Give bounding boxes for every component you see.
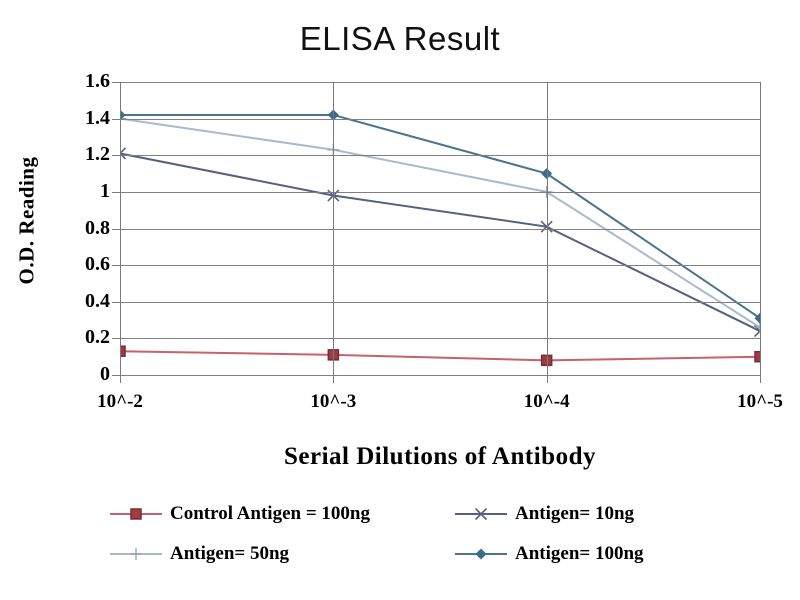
y-axis-tick-label: 0.6 — [85, 253, 110, 276]
x-axis-tick-mark — [760, 375, 761, 383]
series-line — [120, 350, 760, 362]
x-marker — [120, 147, 127, 160]
y-axis-title: O.D. Reading — [14, 156, 39, 285]
category-vertical-line — [546, 82, 548, 375]
x-axis-title: Serial Dilutions of Antibody — [284, 443, 596, 470]
series-line — [120, 113, 760, 320]
gridline — [120, 265, 760, 267]
y-axis-tick-mark — [112, 338, 120, 340]
legend-label: Antigen= 50ng — [170, 543, 290, 564]
category-vertical-line — [333, 82, 335, 375]
x-axis-tick-mark — [546, 375, 548, 383]
gridline — [120, 228, 760, 230]
legend-label: Control Antigen = 100ng — [170, 503, 370, 524]
y-axis-tick-label: 1 — [100, 179, 110, 202]
legend-label: Antigen= 100ng — [515, 543, 644, 564]
y-axis-tick-mark — [112, 265, 120, 267]
y-axis-tick-label: 0 — [100, 363, 110, 385]
gridline — [120, 82, 760, 83]
gridline — [120, 301, 760, 303]
series-line — [120, 152, 760, 332]
x-marker — [474, 507, 488, 521]
legend-row: Control Antigen = 100ng Antigen= 10ng — [110, 494, 710, 534]
y-axis-tick-label: 0.2 — [85, 326, 110, 349]
y-axis-tick-mark — [112, 191, 120, 193]
diamond-marker — [120, 109, 126, 121]
gridline — [120, 118, 760, 120]
plus-marker — [130, 548, 142, 560]
diamond-marker — [475, 548, 487, 560]
chart-legend: Control Antigen = 100ng Antigen= 10ng Anti… — [110, 494, 710, 574]
legend-row: Antigen= 50ng Antigen= 100ng — [110, 534, 710, 574]
y-axis-tick-mark — [112, 118, 120, 120]
category-vertical-line — [760, 82, 761, 375]
series-layer — [120, 109, 760, 367]
legend-item[interactable]: Control Antigen = 100ng — [110, 503, 370, 525]
plus-marker — [754, 321, 760, 334]
legend-item[interactable]: Antigen= 100ng — [455, 543, 644, 565]
legend-marker — [455, 506, 507, 522]
chart-title: ELISA Result — [299, 20, 501, 57]
y-axis-tick-mark — [112, 228, 120, 230]
square-marker — [130, 508, 142, 520]
x-axis-tick-label: 10^-5 — [737, 391, 783, 412]
gridline — [120, 155, 760, 157]
gridline — [120, 338, 760, 340]
y-axis-tick-mark — [112, 375, 120, 376]
y-axis-tick-mark — [112, 155, 120, 157]
square-marker — [120, 345, 126, 357]
legend-label: Antigen= 10ng — [515, 503, 635, 524]
y-axis-tick-mark — [112, 82, 120, 83]
y-axis-tick-label: 0.8 — [85, 216, 110, 239]
gridline — [120, 375, 760, 376]
legend-item[interactable]: Antigen= 50ng — [110, 543, 289, 565]
category-vertical-line — [120, 82, 121, 375]
series-line — [120, 117, 760, 329]
x-axis-tick-label: 10^-2 — [97, 391, 143, 412]
x-axis-tick-mark — [120, 375, 121, 383]
diamond-marker — [754, 312, 760, 324]
gridline — [120, 191, 760, 193]
legend-item[interactable]: Antigen= 10ng — [455, 503, 634, 525]
square-marker — [754, 350, 760, 363]
plot-area — [120, 82, 761, 376]
x-axis-tick-label: 10^-3 — [310, 391, 357, 412]
legend-marker — [110, 506, 162, 522]
y-axis-tick-label: 1.4 — [85, 106, 110, 129]
legend-marker — [110, 546, 162, 562]
legend-marker — [455, 546, 507, 562]
y-axis-tick-mark — [112, 301, 120, 303]
x-axis-tick-mark — [333, 375, 335, 383]
y-axis-tick-label: 1.6 — [85, 70, 110, 92]
x-axis-tick-label: 10^-4 — [523, 391, 570, 412]
y-axis-tick-label: 0.4 — [85, 289, 110, 312]
y-axis-tick-label: 1.2 — [85, 143, 110, 166]
